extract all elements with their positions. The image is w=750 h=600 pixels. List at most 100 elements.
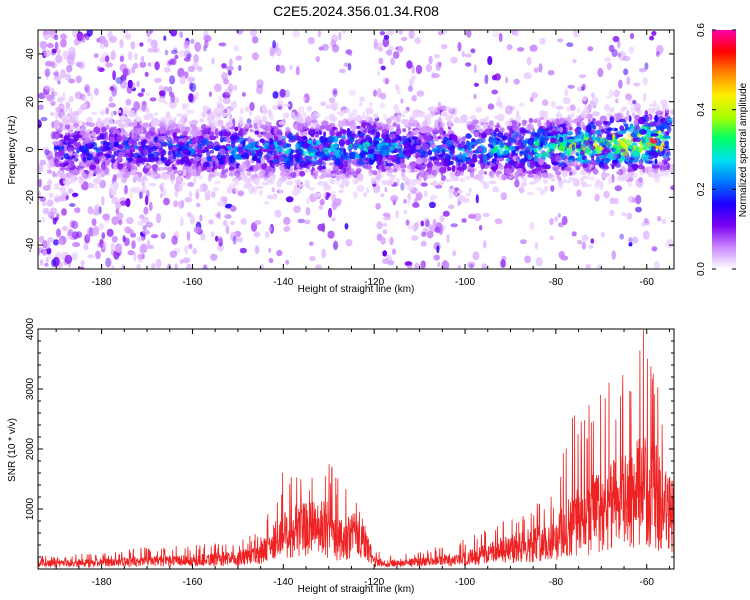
spectrogram-cell [487,55,493,66]
spectrogram-cell [131,240,136,250]
spectrogram-cell [305,116,313,125]
spectrogram-cell [558,145,566,152]
spectrogram-cell [182,114,188,119]
spectrogram-cell [514,179,520,188]
spectrogram-cell [408,85,413,92]
spectrogram-cell [327,135,335,143]
spectrogram-cell [538,119,542,127]
spectrogram-cell [130,41,136,50]
spectrogram-cell [577,239,583,245]
spectrogram-cell [271,187,275,193]
spectrogram-cell [365,114,370,122]
spectrogram-cell [307,139,313,144]
spectrogram-cell [403,210,408,215]
spectrogram-cell [579,150,585,156]
spectrogram-cell [65,124,71,130]
spectrogram-cell [262,148,270,153]
spectrogram-cell [200,232,206,241]
spectrogram-cell [184,245,188,255]
spectrogram-cell [44,85,49,90]
spectrogram-cell [313,193,321,198]
spectrogram-cell [253,231,261,238]
spectrogram-cell [612,159,617,164]
spectrogram-cell [440,121,445,128]
spectrogram-cell [154,47,158,53]
spectrogram-cell [284,172,289,176]
spectrogram-cell [133,186,141,194]
spectrogram-cell [90,139,95,143]
spectrogram-cell [114,243,122,253]
spectrogram-cell [438,127,444,135]
spectrogram-cell [403,210,408,215]
spectrogram-cell [214,83,222,92]
spectrogram-cell [550,154,557,163]
spectrogram-cell [163,197,170,206]
spectrogram-cell [370,176,376,185]
spectrogram-cell [438,61,442,68]
spectrogram-cell [581,113,587,119]
spectrogram-cell [451,165,456,169]
spectrogram-cell [544,185,548,192]
spectrogram-cell [659,169,667,177]
colorbar-tick-label: 0.2 [696,182,707,196]
spectrogram-cell [633,82,641,87]
spectrogram-cell [206,167,214,173]
spectrogram-cell [41,216,46,223]
spectrogram-cell [564,88,569,97]
spectrogram-cell [366,187,370,194]
spectrogram-cell [74,91,83,100]
spectrogram-cell [286,156,293,159]
spectrogram-cell [54,41,59,51]
spectrogram-cell [495,141,499,145]
spectrogram-cell [329,177,336,185]
spectrogram-cell [645,166,653,175]
spectrogram-cell [66,119,73,124]
spectrogram-cell [655,51,660,57]
spectrogram-cell [400,182,405,191]
spectrogram-cell [124,145,130,149]
spectrogram-cell [654,114,659,123]
spectrogram-cell [602,172,610,177]
spectrogram-cell [109,136,115,141]
spectrogram-cell [531,92,538,99]
spectrogram-cell [328,162,335,166]
spectrogram-cell [375,173,382,181]
spectrogram-cell [245,182,253,188]
spectrogram-cell [632,100,637,105]
spectrogram-cell [576,107,581,114]
spectrogram-cell [661,218,667,224]
spectrogram-cell [249,102,255,111]
spectrogram-cell [83,242,89,251]
spectrogram-cell [564,117,572,125]
spectrogram-cell [75,61,83,68]
colorbar: 0.00.20.40.6 Normalized spectral amplitu… [696,23,749,276]
spectrogram-cell [445,114,452,122]
spectrogram-cell [51,90,58,97]
colorbar-tick-label: 0.6 [696,23,707,37]
spectrogram-cell [222,219,228,227]
spectrogram-cell [138,146,144,155]
spectrogram-cell [61,208,67,216]
spectrogram-cell [108,149,112,156]
spectrogram-cell [612,154,619,159]
spectrogram-cell [42,208,50,215]
y-tick-label: 1000 [25,497,36,520]
spectrogram-cell [386,30,394,36]
spectrogram-cell [208,91,212,97]
spectrogram-cell [233,161,239,170]
spectrogram-cell [76,165,81,171]
spectrogram-cell [422,227,429,236]
spectrogram-cell [428,55,433,65]
spectrogram-cell [202,106,210,111]
spectrogram-cell [40,117,48,122]
spectrogram-cell [240,128,248,136]
spectrogram-cell [128,133,133,137]
spectrogram-cell [517,47,525,52]
spectrogram-cell [148,30,153,35]
spectrogram-cell [56,123,60,130]
spectrogram-cell [141,88,146,93]
spectrogram-cell [632,149,640,158]
spectrogram-cell [420,182,428,187]
spectrogram-cell [636,109,641,115]
spectrogram-cell [299,184,304,188]
